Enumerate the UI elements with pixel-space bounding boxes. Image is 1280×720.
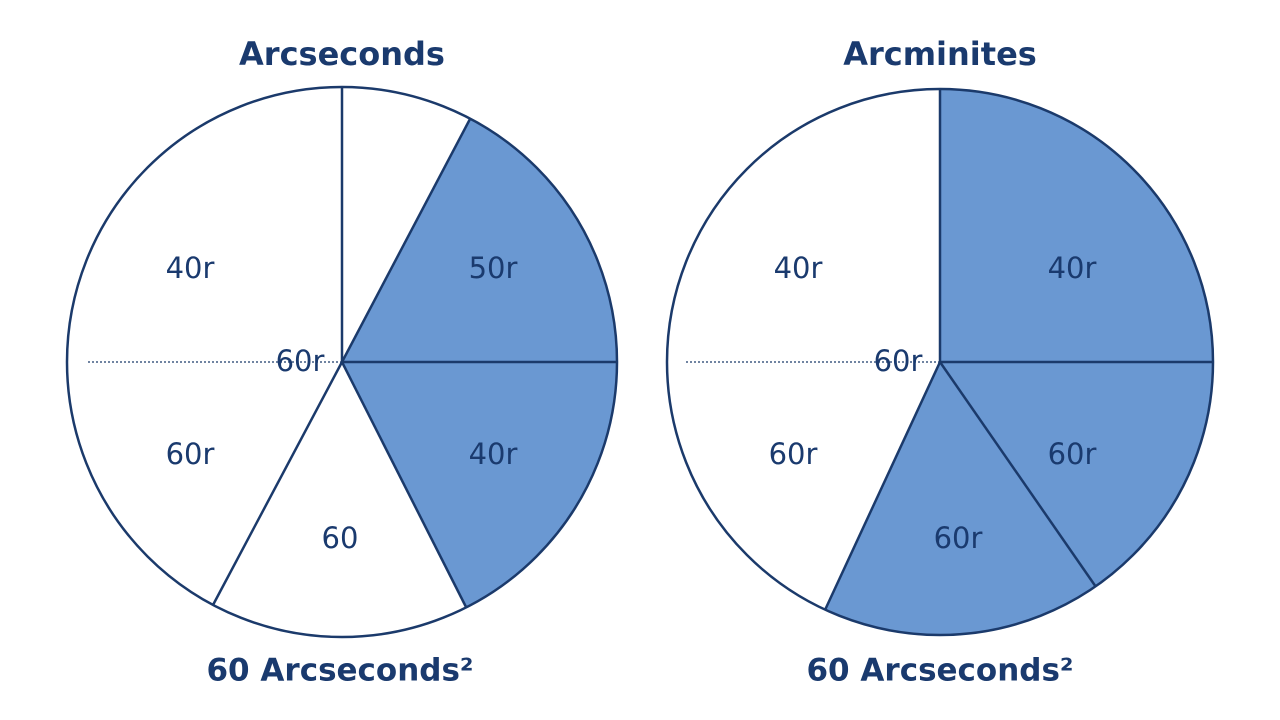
title: Arcseconds [239,35,445,73]
center-label: 60r [276,344,325,378]
shaded-wedge [342,362,617,607]
segment-label: 60 [322,521,359,555]
segment-label: 40r [166,251,215,285]
segment-label: 60r [769,437,818,471]
segment-label: 40r [469,437,518,471]
segment-label: 60r [934,521,983,555]
left-diagram: Arcseconds 40r 50r 60r 40r 60 60r 60 Arc… [65,35,619,689]
segment-label: 60r [1048,437,1097,471]
divider [938,361,1098,588]
title: Arcminites [843,35,1037,73]
segment-label: 60r [166,437,215,471]
segment-label: 40r [1048,251,1097,285]
divider [340,118,472,363]
divider [823,361,942,611]
segment-label: 50r [469,251,518,285]
caption: 60 Arcseconds² [806,653,1073,689]
right-diagram: Arcminites 40r 40r 60r 60r 60r 60r 60 Ar… [665,35,1215,689]
divider [211,361,344,606]
divider [340,361,468,608]
center-label: 60r [874,344,923,378]
caption: 60 Arcseconds² [206,653,473,689]
shaded-wedge [342,119,617,362]
segment-label: 40r [774,251,823,285]
